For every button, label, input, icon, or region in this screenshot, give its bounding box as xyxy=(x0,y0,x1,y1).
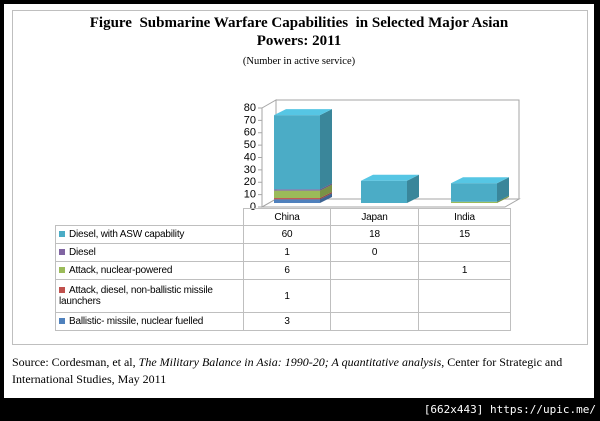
bar xyxy=(451,183,497,202)
bar-side xyxy=(320,183,332,191)
bar-top xyxy=(274,109,332,116)
bar-side xyxy=(320,193,332,203)
bar xyxy=(274,198,320,200)
bar-side xyxy=(497,177,509,202)
legend-entry: Attack, diesel, non-ballistic missile la… xyxy=(55,279,244,313)
table-row: Diesel, with ASW capability 60 18 15 xyxy=(55,225,511,244)
y-tick-label: 30 xyxy=(244,164,256,176)
bar xyxy=(274,199,320,203)
table-row: Diesel 1 0 xyxy=(55,243,511,262)
chart-subtitle: (Number in active service) xyxy=(242,56,356,67)
floor xyxy=(260,198,521,208)
bar-side xyxy=(320,192,332,200)
y-tick-label: 80 xyxy=(244,102,256,114)
bar xyxy=(274,189,320,191)
table-cell: 60 xyxy=(243,225,331,244)
y-tick-label: 40 xyxy=(244,151,256,163)
bar xyxy=(274,190,320,199)
source-title: The Military Balance in Asia: 1990-20; A… xyxy=(138,355,442,369)
legend-key xyxy=(59,231,65,238)
legend-label: Diesel xyxy=(69,247,96,258)
bar xyxy=(361,180,407,203)
table-cell: 6 xyxy=(243,261,331,280)
y-tick-label: 10 xyxy=(244,189,256,201)
table-cell xyxy=(418,279,511,313)
chart-title: Figure Submarine Warfare Capabilities in… xyxy=(89,15,512,49)
watermark: [662x443] https://upic.me/ xyxy=(423,403,596,416)
x-tick-label: India xyxy=(418,208,511,226)
table-cell xyxy=(330,261,419,280)
table-header-row: China Japan India xyxy=(55,208,511,226)
chart-frame xyxy=(12,10,588,345)
y-tick-label: 0 xyxy=(250,201,256,213)
bar-side xyxy=(320,109,332,190)
legend-entry: Ballistic- missile, nuclear fuelled xyxy=(55,312,244,331)
table-cell: 3 xyxy=(243,312,331,331)
source-suffix: , Center for Strategic and International… xyxy=(12,355,563,386)
data-table: China Japan India Diesel, with ASW capabili… xyxy=(55,208,511,331)
legend-label: Diesel, with ASW capability xyxy=(69,229,185,240)
y-tick-label: 20 xyxy=(244,176,256,188)
table-cell: 1 xyxy=(243,243,331,262)
side-wall xyxy=(261,99,277,208)
legend-label: Attack, diesel, non-ballistic missile la… xyxy=(59,285,213,307)
table-row: Ballistic- missile, nuclear fuelled 3 xyxy=(55,312,511,331)
table-row: Attack, nuclear-powered 6 1 xyxy=(55,261,511,280)
table-cell xyxy=(418,312,511,331)
legend-key xyxy=(59,249,65,256)
legend-label: Ballistic- missile, nuclear fuelled xyxy=(69,316,204,327)
source-note: Source: Cordesman, et al, The Military B… xyxy=(12,354,587,388)
legend-key xyxy=(59,267,65,274)
table-cell: 0 xyxy=(330,243,419,262)
table-cell: 15 xyxy=(418,225,511,244)
bar xyxy=(451,201,497,203)
legend-entry: Diesel xyxy=(55,243,244,262)
legend-entry: Attack, nuclear-powered xyxy=(55,261,244,280)
figure-panel: Figure Submarine Warfare Capabilities in… xyxy=(4,4,594,398)
legend-key xyxy=(59,287,65,294)
x-tick-label: China xyxy=(243,208,331,226)
x-tick-label: Japan xyxy=(330,208,419,226)
table-cell xyxy=(330,279,419,313)
bar-side xyxy=(497,195,509,203)
bar xyxy=(274,115,320,190)
bar-side xyxy=(407,174,419,203)
legend-entry: Diesel, with ASW capability xyxy=(55,225,244,244)
bar-side xyxy=(320,184,332,199)
bar-top xyxy=(361,174,419,181)
table-row: Attack, diesel, non-ballistic missile la… xyxy=(55,279,511,313)
bar-top xyxy=(451,177,509,184)
source-prefix: Source: Cordesman, et al, xyxy=(12,355,136,369)
table-cell xyxy=(418,243,511,262)
table-cell: 1 xyxy=(418,261,511,280)
y-tick-label: 60 xyxy=(244,127,256,139)
legend-label: Attack, nuclear-powered xyxy=(69,265,173,276)
table-cell: 1 xyxy=(243,279,331,313)
table-corner xyxy=(55,208,244,226)
y-tick-label: 50 xyxy=(244,139,256,151)
table-cell xyxy=(330,312,419,331)
table-cell: 18 xyxy=(330,225,419,244)
legend-key xyxy=(59,318,65,325)
y-tick-label: 70 xyxy=(244,114,256,126)
